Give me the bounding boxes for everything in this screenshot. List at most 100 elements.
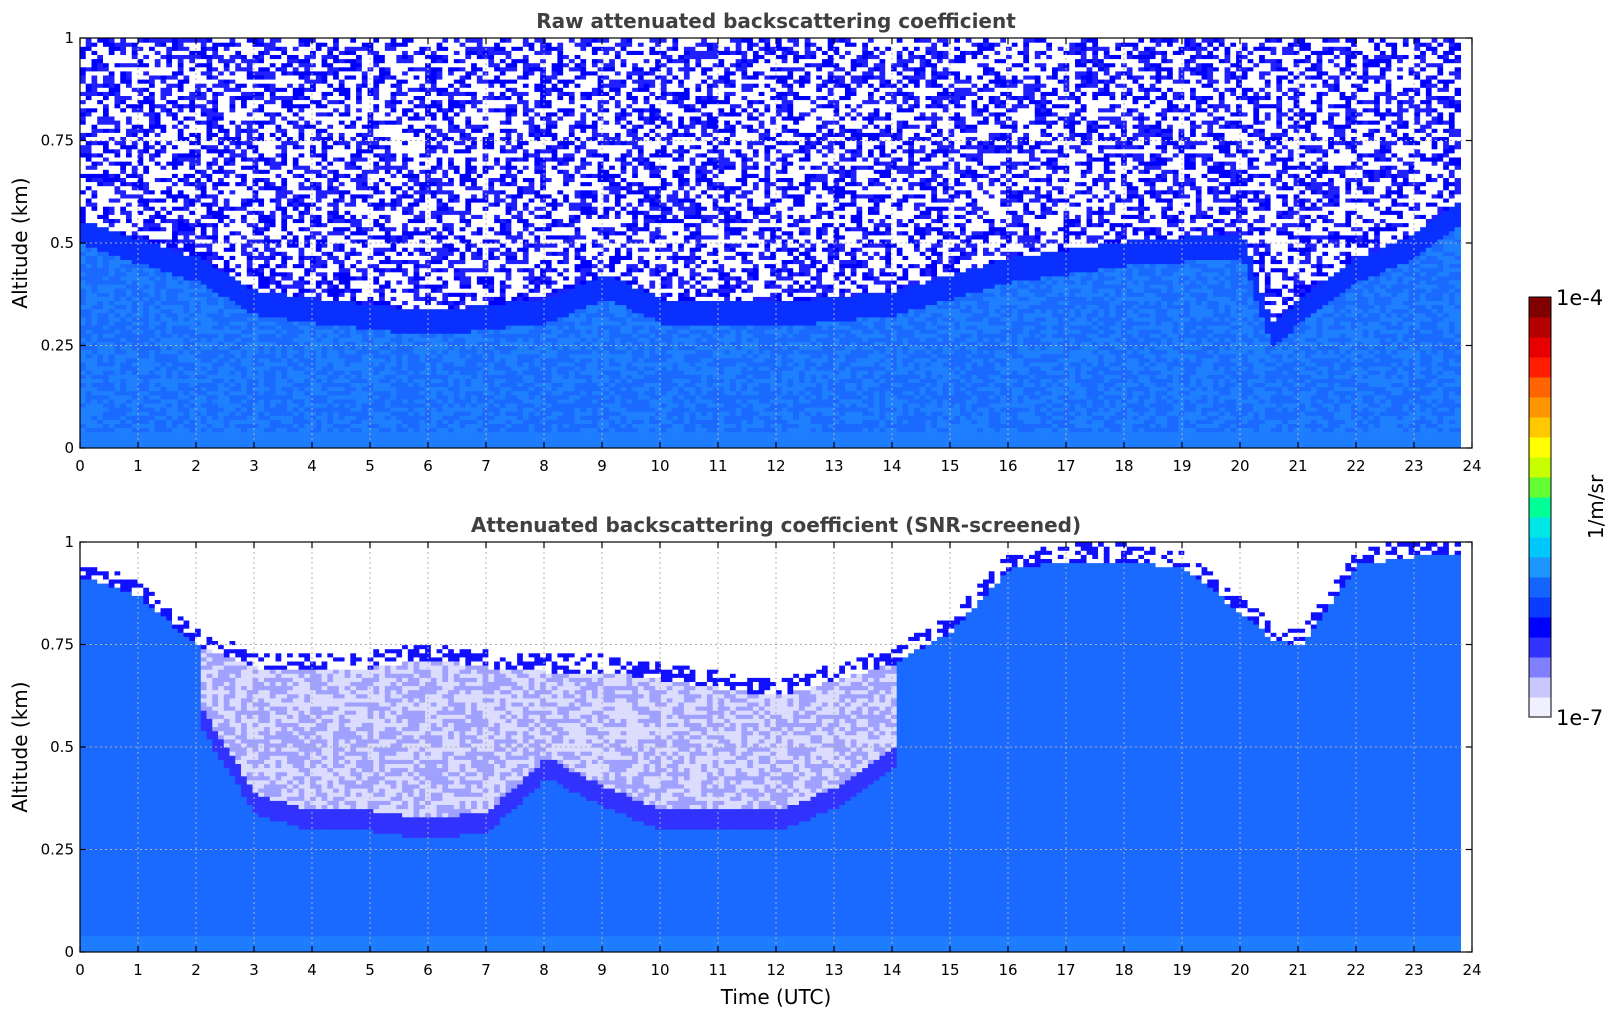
colorbar-step <box>1529 577 1551 598</box>
raw-panel-x-axis: 0 1 2 3 4 5 6 7 8 9 10 11 12 13 14 15 16 17 18 19 20 21 22 23 24 <box>75 38 1482 475</box>
x-tick-label: 15 <box>940 961 959 979</box>
y-tick-label: 0 <box>64 943 74 961</box>
x-tick-label: 17 <box>1056 961 1075 979</box>
x-tick-label: 12 <box>766 457 785 475</box>
x-tick-label: 3 <box>249 961 259 979</box>
x-tick-label: 22 <box>1346 961 1365 979</box>
y-tick-label: 0 <box>64 439 74 457</box>
colorbar-step <box>1529 537 1551 558</box>
screened-panel-y-axis: 0 0.25 0.5 0.75 1 <box>41 533 1472 961</box>
raw-backscatter-heatmap <box>80 38 1461 448</box>
colorbar-step <box>1529 597 1551 618</box>
time-axis-label: Time (UTC) <box>720 985 832 1009</box>
x-tick-label: 23 <box>1404 961 1423 979</box>
x-tick-label: 6 <box>423 961 433 979</box>
x-tick-label: 8 <box>539 961 549 979</box>
x-tick-label: 14 <box>882 961 901 979</box>
colorbar-step <box>1529 397 1551 418</box>
colorbar-step <box>1529 457 1551 478</box>
colorbar-step <box>1529 417 1551 438</box>
x-tick-label: 16 <box>998 961 1017 979</box>
x-tick-label: 17 <box>1056 457 1075 475</box>
x-tick-label: 6 <box>423 457 433 475</box>
x-tick-label: 21 <box>1288 961 1307 979</box>
y-tick-label: 1 <box>64 29 74 47</box>
colorbar-step <box>1529 337 1551 358</box>
y-tick-label: 0.75 <box>41 132 74 150</box>
x-tick-label: 7 <box>481 457 491 475</box>
x-tick-label: 4 <box>307 961 317 979</box>
x-tick-label: 21 <box>1288 457 1307 475</box>
x-tick-label: 20 <box>1230 961 1249 979</box>
x-tick-label: 24 <box>1462 961 1481 979</box>
y-tick-label: 0.25 <box>41 337 74 355</box>
raw-panel-title: Raw attenuated backscattering coefficien… <box>536 9 1016 33</box>
x-tick-label: 1 <box>133 961 143 979</box>
screened-panel-grid <box>80 542 1472 952</box>
x-tick-label: 5 <box>365 457 375 475</box>
colorbar-step <box>1529 677 1551 698</box>
screened-panel-x-axis: 0 1 2 3 4 5 6 7 8 9 10 11 12 13 14 15 16 17 18 19 20 21 22 23 24 <box>75 542 1482 979</box>
y-tick-label: 0.5 <box>50 234 74 252</box>
x-tick-label: 0 <box>75 457 85 475</box>
colorbar: 1e-4 1e-7 1/m/sr <box>1528 286 1608 730</box>
x-tick-label: 16 <box>998 457 1017 475</box>
x-tick-label: 10 <box>650 961 669 979</box>
x-tick-label: 5 <box>365 961 375 979</box>
x-tick-label: 19 <box>1172 961 1191 979</box>
x-tick-label: 2 <box>191 961 201 979</box>
colorbar-step <box>1529 377 1551 398</box>
colorbar-step <box>1529 697 1551 718</box>
colorbar-step <box>1529 637 1551 658</box>
raw-panel-y-axis: 0 0.25 0.5 0.75 1 <box>41 29 1472 457</box>
x-tick-label: 15 <box>940 457 959 475</box>
x-tick-label: 12 <box>766 961 785 979</box>
colorbar-step <box>1529 317 1551 338</box>
colorbar-step <box>1529 557 1551 578</box>
raw-panel-y-label: Altitude (km) <box>8 177 32 308</box>
x-tick-label: 18 <box>1114 961 1133 979</box>
screened-panel-y-label: Altitude (km) <box>8 681 32 812</box>
raw-backscatter-panel: Raw attenuated backscattering coefficien… <box>8 9 1482 475</box>
x-tick-label: 4 <box>307 457 317 475</box>
x-tick-label: 9 <box>597 457 607 475</box>
x-tick-label: 3 <box>249 457 259 475</box>
x-tick-label: 14 <box>882 457 901 475</box>
x-tick-label: 20 <box>1230 457 1249 475</box>
screened-backscatter-panel: Attenuated backscattering coefficient (S… <box>8 513 1482 1009</box>
y-tick-label: 0.25 <box>41 841 74 859</box>
colorbar-step <box>1529 437 1551 458</box>
y-tick-label: 0.75 <box>41 636 74 654</box>
colorbar-gradient <box>1529 297 1551 718</box>
y-tick-label: 1 <box>64 533 74 551</box>
x-tick-label: 22 <box>1346 457 1365 475</box>
x-tick-label: 11 <box>708 961 727 979</box>
colorbar-max-label: 1e-4 <box>1556 286 1603 310</box>
x-tick-label: 8 <box>539 457 549 475</box>
raw-panel-grid <box>80 38 1472 448</box>
x-tick-label: 1 <box>133 457 143 475</box>
x-tick-label: 10 <box>650 457 669 475</box>
colorbar-step <box>1529 477 1551 498</box>
x-tick-label: 18 <box>1114 457 1133 475</box>
colorbar-unit-label: 1/m/sr <box>1584 474 1608 539</box>
colorbar-step <box>1529 297 1551 318</box>
x-tick-label: 24 <box>1462 457 1481 475</box>
x-tick-label: 9 <box>597 961 607 979</box>
x-tick-label: 23 <box>1404 457 1423 475</box>
colorbar-min-label: 1e-7 <box>1556 706 1603 730</box>
x-tick-label: 19 <box>1172 457 1191 475</box>
x-tick-label: 0 <box>75 961 85 979</box>
x-tick-label: 7 <box>481 961 491 979</box>
screened-panel-title: Attenuated backscattering coefficient (S… <box>471 513 1081 537</box>
x-tick-label: 2 <box>191 457 201 475</box>
colorbar-frame <box>1528 296 1552 718</box>
x-tick-label: 13 <box>824 457 843 475</box>
x-tick-label: 11 <box>708 457 727 475</box>
y-tick-label: 0.5 <box>50 738 74 756</box>
colorbar-step <box>1529 657 1551 678</box>
colorbar-step <box>1529 517 1551 538</box>
colorbar-step <box>1529 357 1551 378</box>
x-tick-label: 13 <box>824 961 843 979</box>
